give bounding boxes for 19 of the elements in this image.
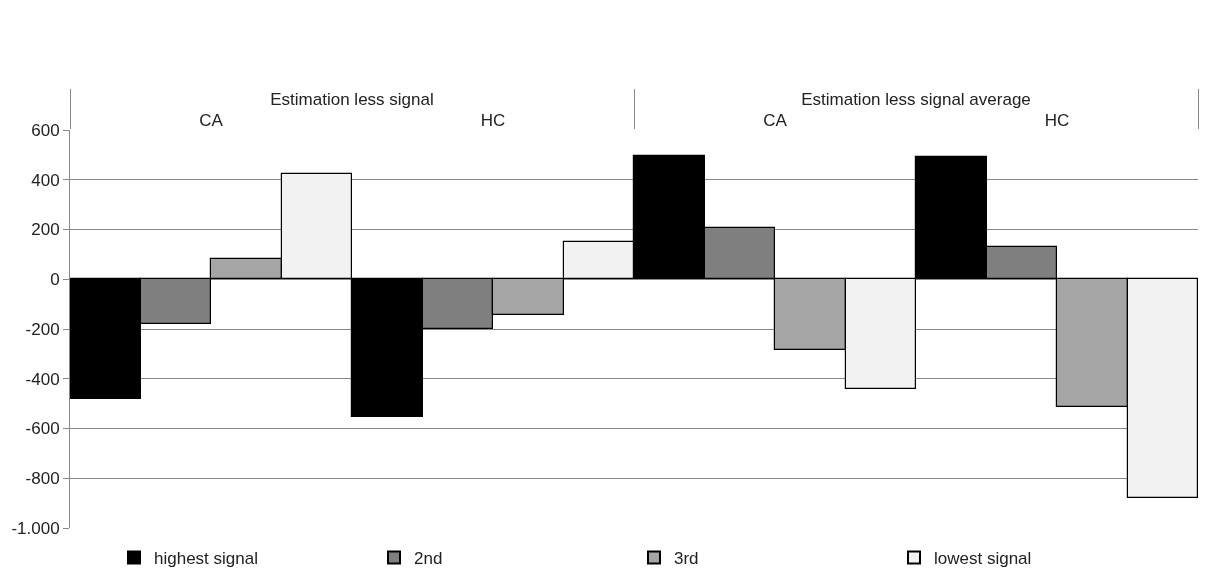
x-tick-label: HC [1044, 110, 1070, 130]
x-tick-label: CA [763, 110, 788, 130]
y-tick-label: -1.000 [11, 518, 60, 538]
y-tick-label: -800 [25, 469, 60, 489]
x-tick-label: HC [480, 110, 506, 130]
legend-label: highest signal [154, 549, 258, 569]
y-tick-label: 0 [50, 270, 60, 290]
y-tick-label: 400 [31, 170, 60, 190]
y-tick-label: -200 [25, 319, 60, 339]
legend-label: lowest signal [934, 549, 1032, 569]
text: Estimation less signal [270, 89, 434, 109]
x-tick-label: CA [199, 110, 224, 130]
text: Estimation less signal average [801, 89, 1031, 109]
y-tick-label: 200 [31, 220, 60, 240]
y-tick-label: -400 [25, 369, 60, 389]
legend-label: 3rd [674, 549, 699, 569]
y-tick-label: 600 [31, 120, 60, 140]
y-tick-label: -600 [25, 419, 60, 439]
legend-label: 2nd [414, 549, 443, 569]
